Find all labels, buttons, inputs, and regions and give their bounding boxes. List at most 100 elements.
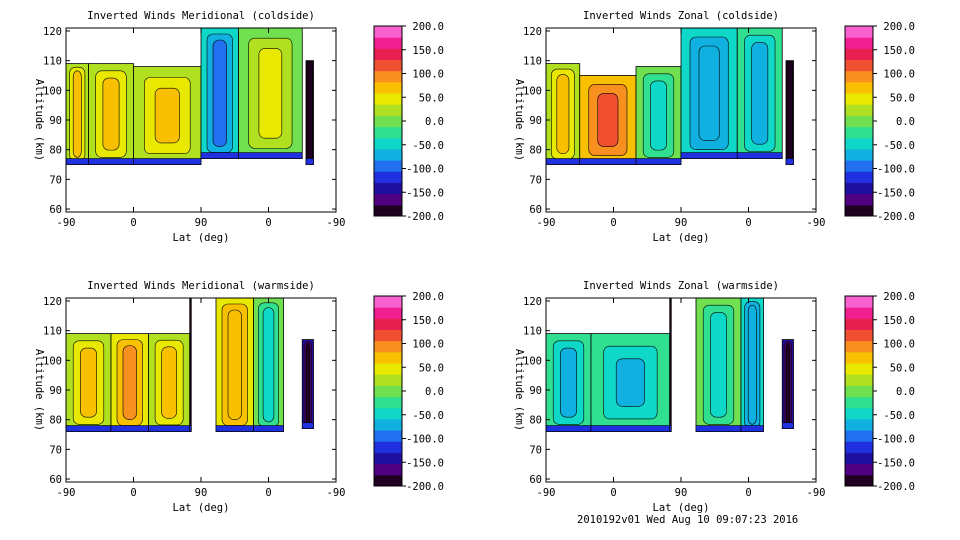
- colorbar-swatch: [845, 81, 873, 94]
- colorbar-swatch: [845, 104, 873, 116]
- chart-title: Inverted Winds Meridional (warmside): [87, 280, 315, 292]
- colorbar-tick-label: 150.0: [883, 315, 915, 327]
- y-axis-label: Altitude (km): [513, 349, 525, 431]
- colorbar-tick-label: -150.0: [877, 457, 915, 469]
- colorbar: 200.0 150.0 100.0 50.0 0.0 -50.0 -100.0 -150.0 -…: [373, 21, 444, 223]
- colorbar-tick-label: -100.0: [877, 434, 915, 446]
- y-tick-label: 60: [529, 204, 542, 216]
- contour-band: [305, 342, 311, 426]
- colorbar-swatch: [845, 193, 873, 206]
- colorbar-swatch: [845, 115, 873, 128]
- edge-band: [65, 425, 112, 432]
- colorbar-swatch: [374, 160, 402, 172]
- contour-band: [306, 61, 313, 164]
- colorbar-swatch: [845, 148, 873, 161]
- colorbar-tick-label: -200.0: [406, 211, 444, 223]
- edge-band: [545, 158, 581, 165]
- y-tick-label: 60: [49, 474, 62, 486]
- colorbar-swatch: [845, 474, 873, 487]
- colorbar-swatch: [374, 396, 402, 409]
- contour-band: [751, 42, 769, 145]
- colorbar-swatch: [374, 204, 402, 217]
- x-tick-label: -90: [537, 487, 556, 499]
- colorbar-tick-label: -50.0: [883, 140, 915, 152]
- x-tick-label: 90: [675, 487, 688, 499]
- contour-band: [785, 342, 791, 426]
- colorbar-swatch: [845, 182, 873, 195]
- colorbar-swatch: [845, 70, 873, 83]
- colorbar-tick-label: 100.0: [412, 339, 444, 351]
- y-tick-label: 100: [523, 85, 542, 97]
- x-tick-label: -90: [537, 217, 556, 229]
- colorbar-swatch: [374, 385, 402, 398]
- x-tick-label: 90: [675, 217, 688, 229]
- y-tick-label: 90: [49, 115, 62, 127]
- chart-title: Inverted Winds Zonal (coldside): [583, 10, 779, 22]
- x-tick-label: -90: [807, 217, 826, 229]
- colorbar-swatch: [845, 296, 873, 308]
- chart-title: Inverted Winds Meridional (coldside): [87, 10, 315, 22]
- x-axis-label: Lat (deg): [653, 232, 710, 244]
- edge-band: [301, 422, 314, 429]
- colorbar-tick-label: 0.0: [425, 386, 444, 398]
- colorbar-swatch: [845, 171, 873, 183]
- colorbar-swatch: [374, 70, 402, 83]
- colorbar-swatch: [374, 104, 402, 116]
- contour-band: [161, 346, 177, 419]
- x-axis-label: Lat (deg): [173, 232, 230, 244]
- edge-band: [695, 425, 742, 432]
- colorbar-swatch: [845, 374, 873, 386]
- x-tick-label: 0: [745, 217, 751, 229]
- y-tick-label: 120: [523, 26, 542, 38]
- colorbar-swatch: [374, 351, 402, 364]
- edge-band: [736, 152, 783, 159]
- edge-band: [579, 158, 637, 165]
- x-tick-label: -90: [327, 217, 346, 229]
- y-tick-label: 70: [49, 174, 62, 186]
- colorbar-swatch: [845, 137, 873, 150]
- colorbar: 200.0 150.0 100.0 50.0 0.0 -50.0 -100.0 -150.0 -…: [844, 21, 915, 223]
- colorbar-swatch: [374, 37, 402, 49]
- edge-band: [590, 425, 671, 432]
- colorbar-swatch: [845, 452, 873, 465]
- colorbar-tick-label: 200.0: [412, 291, 444, 303]
- y-tick-label: 80: [529, 145, 542, 157]
- colorbar-swatch: [374, 318, 402, 331]
- colorbar-swatch: [845, 318, 873, 331]
- y-tick-label: 80: [529, 415, 542, 427]
- colorbar-tick-label: 50.0: [890, 92, 915, 104]
- edge-band: [133, 158, 202, 165]
- colorbar-swatch: [374, 474, 402, 487]
- y-tick-label: 110: [523, 56, 542, 68]
- colorbar-swatch: [374, 81, 402, 94]
- y-tick-label: 60: [49, 204, 62, 216]
- contour-band: [556, 74, 570, 155]
- colorbar-tick-label: 100.0: [883, 69, 915, 81]
- y-tick-label: 120: [43, 296, 62, 308]
- data-segments: [545, 27, 794, 165]
- colorbar-tick-label: 150.0: [412, 45, 444, 57]
- edge-band: [215, 425, 254, 432]
- footer-timestamp: 2010192v01 Wed Aug 10 09:07:23 2016: [577, 514, 799, 526]
- colorbar-tick-label: 0.0: [425, 116, 444, 128]
- x-tick-label: 0: [130, 487, 136, 499]
- colorbar-tick-label: 100.0: [412, 69, 444, 81]
- edge-band: [669, 425, 672, 432]
- colorbar-tick-label: 150.0: [883, 45, 915, 57]
- edge-band: [545, 425, 592, 432]
- colorbar-swatch: [845, 160, 873, 172]
- colorbar-swatch: [845, 418, 873, 431]
- colorbar-swatch: [374, 59, 402, 72]
- edge-band: [148, 425, 191, 432]
- colorbar-swatch: [845, 126, 873, 139]
- colorbar-swatch: [374, 329, 402, 342]
- colorbar-swatch: [374, 93, 402, 105]
- data-segments: [65, 27, 314, 165]
- y-tick-label: 110: [43, 326, 62, 338]
- colorbar-tick-label: 200.0: [412, 21, 444, 33]
- y-tick-label: 100: [43, 355, 62, 367]
- x-tick-label: 0: [265, 487, 271, 499]
- y-axis-label: Altitude (km): [33, 349, 45, 431]
- edge-band: [200, 152, 239, 159]
